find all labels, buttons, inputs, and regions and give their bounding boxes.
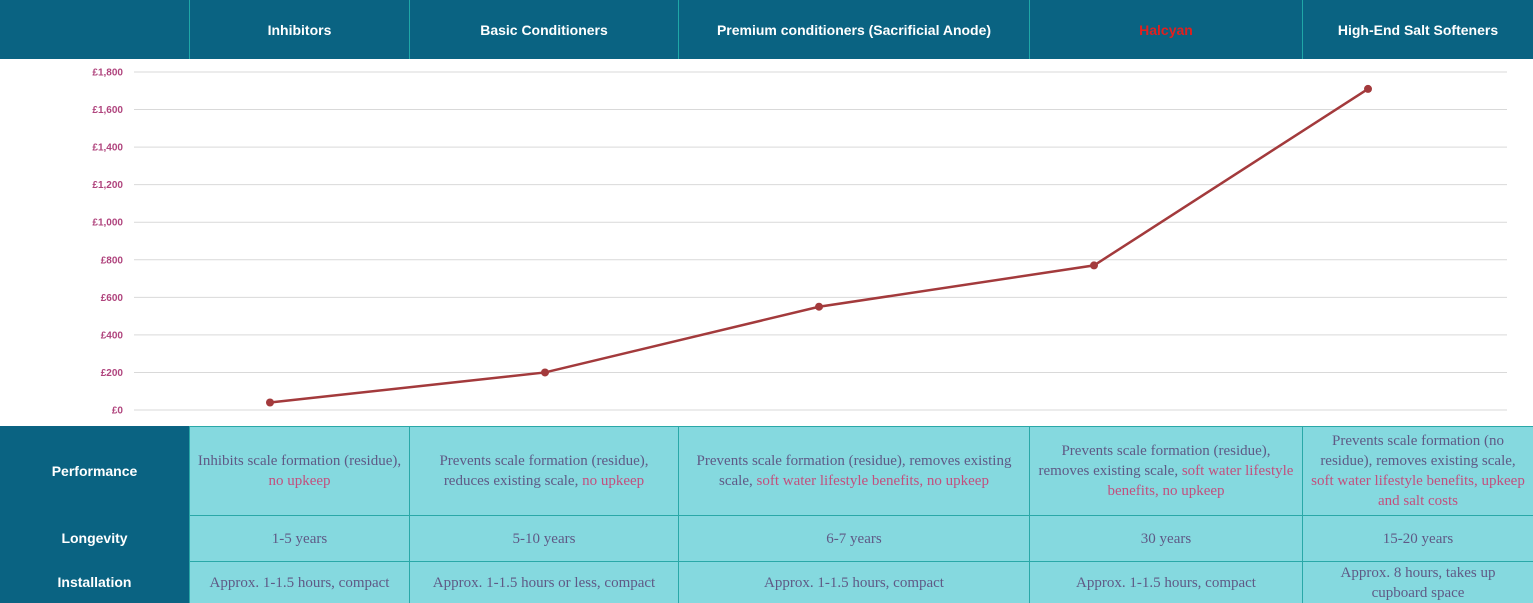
price-data-point: [266, 398, 274, 407]
installation-cell-inhibitors: Approx. 1-1.5 hours, compact: [189, 561, 409, 603]
performance-cell-salt-softeners: Prevents scale formation (no residue), r…: [1302, 426, 1533, 515]
performance-cell-halcyan: Prevents scale formation (residue), remo…: [1029, 426, 1302, 515]
y-tick-label: £1,000: [92, 218, 123, 229]
performance-text: Inhibits scale formation (residue),: [197, 453, 402, 469]
y-tick-label: £200: [101, 368, 124, 379]
y-tick-label: £1,600: [92, 105, 123, 116]
y-tick-label: £600: [101, 293, 124, 304]
price-line-chart: £0 £200 £400 £600 £800 £1,000 £1,200 £1,400 £1,6…: [92, 68, 1507, 417]
comparison-table: Performance Longevity Installation Inhib…: [0, 426, 1533, 603]
row-header-performance: Performance: [0, 426, 189, 515]
performance-text: Prevents scale formation (no residue), r…: [1320, 433, 1516, 469]
performance-cell-basic-conditioners: Prevents scale formation (residue), redu…: [409, 426, 678, 515]
y-tick-label: £800: [101, 255, 124, 266]
header-column-premium-conditioners: Premium conditioners (Sacrificial Anode): [678, 0, 1029, 59]
header-column-salt-softeners: High-End Salt Softeners: [1302, 0, 1533, 59]
performance-highlight: no upkeep: [582, 473, 645, 489]
performance-text: Prevents scale formation (residue), remo…: [1038, 443, 1271, 479]
installation-cell-premium-conditioners: Approx. 1-1.5 hours, compact: [678, 561, 1029, 603]
price-series-line: [269, 87, 1369, 404]
header-column-inhibitors: Inhibitors: [189, 0, 409, 59]
price-data-point: [1364, 84, 1372, 93]
y-tick-label: £400: [101, 330, 124, 341]
y-tick-label: £1,800: [92, 68, 123, 79]
longevity-cell-salt-softeners: 15-20 years: [1302, 515, 1533, 561]
y-tick-label: £1,400: [92, 143, 123, 154]
installation-cell-basic-conditioners: Approx. 1-1.5 hours or less, compact: [409, 561, 678, 603]
performance-highlight: soft water lifestyle benefits, upkeep an…: [1311, 473, 1525, 509]
y-tick-label: £0: [112, 406, 124, 417]
performance-highlight: soft water lifestyle benefits, no upkeep: [756, 473, 989, 489]
price-data-point: [1090, 261, 1098, 270]
header-bar: Inhibitors Basic Conditioners Premium co…: [0, 0, 1533, 59]
performance-cell-inhibitors: Inhibits scale formation (residue), no u…: [189, 426, 409, 515]
header-corner: [0, 0, 189, 59]
longevity-cell-inhibitors: 1-5 years: [189, 515, 409, 561]
longevity-cell-basic-conditioners: 5-10 years: [409, 515, 678, 561]
performance-highlight: no upkeep: [268, 473, 331, 489]
price-data-point: [541, 368, 549, 377]
price-data-point: [815, 302, 823, 311]
installation-cell-halcyan: Approx. 1-1.5 hours, compact: [1029, 561, 1302, 603]
performance-highlight: soft water lifestyle benefits, no upkeep: [1107, 463, 1294, 499]
performance-text: Prevents scale formation (residue), remo…: [696, 453, 1012, 489]
installation-cell-salt-softeners: Approx. 8 hours, takes up cupboard space: [1302, 561, 1533, 603]
header-column-basic-conditioners: Basic Conditioners: [409, 0, 678, 59]
performance-text: Prevents scale formation (residue), redu…: [439, 453, 649, 489]
row-header-installation: Installation: [0, 561, 189, 603]
y-tick-label: £1,200: [92, 180, 123, 191]
price-chart: £0 £200 £400 £600 £800 £1,000 £1,200 £1,400 £1,6…: [0, 59, 1533, 426]
longevity-cell-halcyan: 30 years: [1029, 515, 1302, 561]
longevity-cell-premium-conditioners: 6-7 years: [678, 515, 1029, 561]
row-header-longevity: Longevity: [0, 515, 189, 561]
performance-cell-premium-conditioners: Prevents scale formation (residue), remo…: [678, 426, 1029, 515]
header-column-halcyan: Halcyan: [1029, 0, 1302, 59]
